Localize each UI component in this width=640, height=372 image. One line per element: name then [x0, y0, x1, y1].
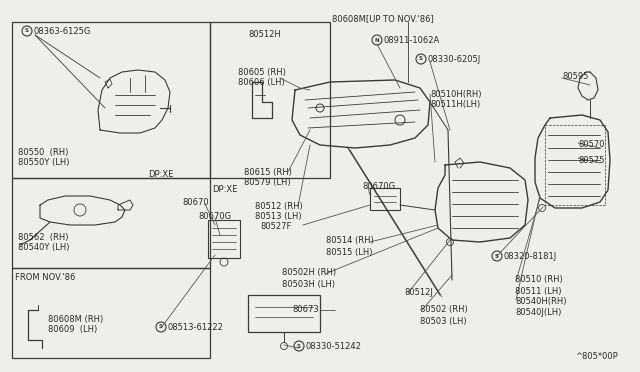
- Text: 80570: 80570: [578, 140, 605, 149]
- Text: 80515 (LH): 80515 (LH): [326, 248, 372, 257]
- Text: 80575: 80575: [578, 156, 605, 165]
- Text: 80605 (RH): 80605 (RH): [238, 68, 286, 77]
- Text: S: S: [159, 324, 163, 330]
- Text: 80527F: 80527F: [260, 222, 291, 231]
- Text: DP:XE: DP:XE: [148, 170, 173, 179]
- Text: 80562  (RH): 80562 (RH): [18, 233, 68, 242]
- Text: DP:XE: DP:XE: [212, 185, 237, 194]
- Bar: [208, 220, 240, 258]
- Text: 80579 (LH): 80579 (LH): [244, 178, 291, 187]
- Text: 80540H(RH): 80540H(RH): [515, 297, 566, 306]
- Text: 80510H(RH): 80510H(RH): [430, 90, 481, 99]
- Text: 80503H (LH): 80503H (LH): [282, 280, 335, 289]
- Text: 80615 (RH): 80615 (RH): [244, 168, 292, 177]
- Text: 08911-1062A: 08911-1062A: [384, 36, 440, 45]
- Bar: [370, 188, 400, 210]
- Text: FROM NOV.'86: FROM NOV.'86: [15, 273, 76, 282]
- Bar: [12, 22, 210, 178]
- Text: 80513 (LH): 80513 (LH): [255, 212, 301, 221]
- Text: 80510 (RH): 80510 (RH): [515, 275, 563, 284]
- Text: 80511H(LH): 80511H(LH): [430, 100, 480, 109]
- Text: S: S: [25, 29, 29, 33]
- Text: S: S: [419, 57, 423, 61]
- Text: 80502 (RH): 80502 (RH): [420, 305, 468, 314]
- Text: 80608M (RH): 80608M (RH): [48, 315, 103, 324]
- Bar: [248, 295, 320, 332]
- Text: 08330-51242: 08330-51242: [306, 342, 362, 351]
- Text: 80550Y (LH): 80550Y (LH): [18, 158, 70, 167]
- Text: 80609  (LH): 80609 (LH): [48, 325, 97, 334]
- Text: 80540J(LH): 80540J(LH): [515, 308, 561, 317]
- Text: ^805*00P: ^805*00P: [575, 352, 618, 361]
- Text: 08320-8181J: 08320-8181J: [504, 252, 557, 261]
- Text: 80670G: 80670G: [362, 182, 395, 191]
- Text: N: N: [374, 38, 380, 42]
- Text: S: S: [495, 253, 499, 259]
- Text: 80514 (RH): 80514 (RH): [326, 236, 374, 245]
- Text: 80595: 80595: [562, 72, 588, 81]
- Text: 80670: 80670: [182, 198, 209, 207]
- Text: 08330-6205J: 08330-6205J: [428, 55, 481, 64]
- Text: 08513-61222: 08513-61222: [168, 323, 224, 332]
- Text: 80673: 80673: [292, 305, 319, 314]
- Text: 80670G: 80670G: [198, 212, 231, 221]
- Text: 80606 (LH): 80606 (LH): [238, 78, 285, 87]
- Text: 80550  (RH): 80550 (RH): [18, 148, 68, 157]
- Text: S: S: [297, 343, 301, 349]
- Bar: [210, 22, 330, 178]
- Bar: [12, 178, 210, 268]
- Text: 08363-6125G: 08363-6125G: [34, 27, 92, 36]
- Text: 80608M[UP TO NOV.'86]: 80608M[UP TO NOV.'86]: [332, 14, 434, 23]
- Text: 80511 (LH): 80511 (LH): [515, 287, 561, 296]
- Bar: [12, 268, 210, 358]
- Text: 80503 (LH): 80503 (LH): [420, 317, 467, 326]
- Text: 80512J: 80512J: [404, 288, 433, 297]
- Text: 80502H (RH): 80502H (RH): [282, 268, 336, 277]
- Bar: [545, 125, 605, 205]
- Text: 80540Y (LH): 80540Y (LH): [18, 243, 70, 252]
- Text: 80512H: 80512H: [248, 30, 281, 39]
- Text: 80512 (RH): 80512 (RH): [255, 202, 303, 211]
